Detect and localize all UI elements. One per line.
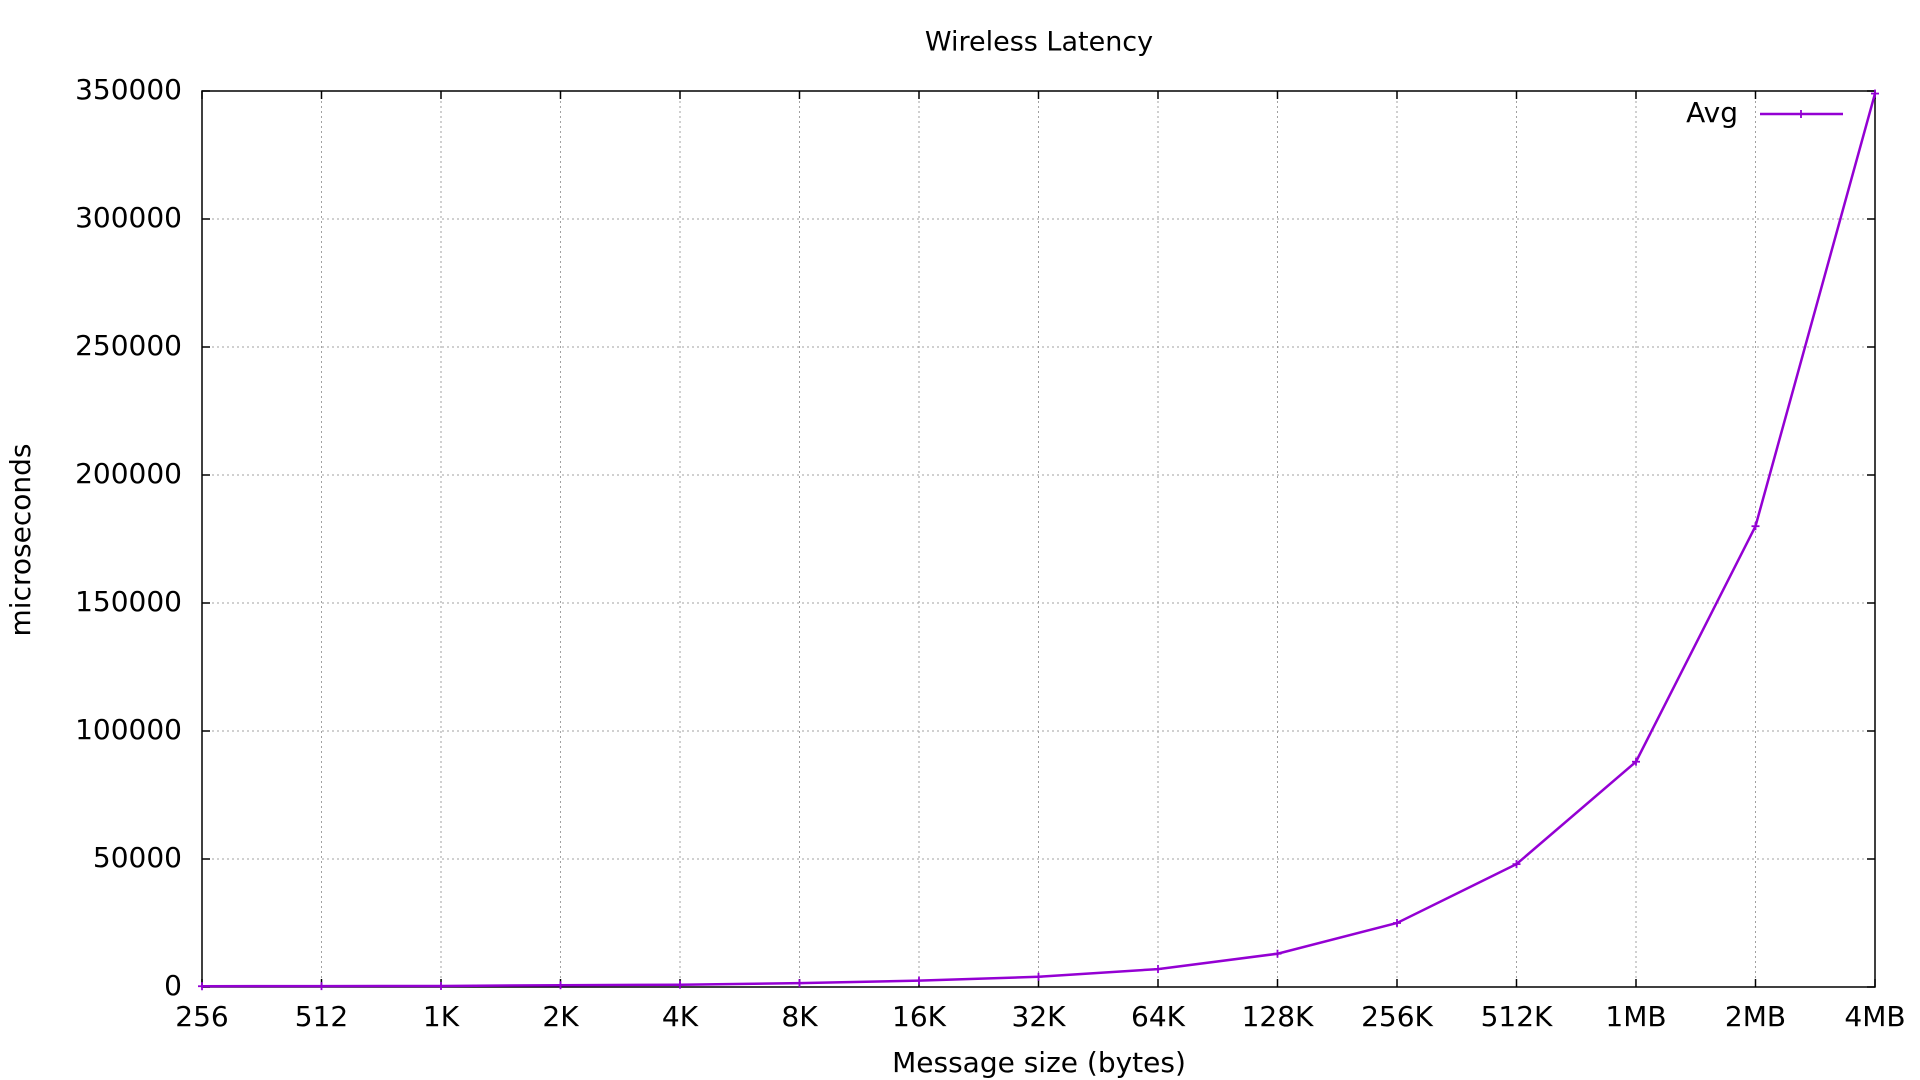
data-point [1273, 949, 1282, 958]
x-tick-label: 32K [1012, 1000, 1067, 1033]
y-tick-label: 250000 [75, 329, 182, 362]
y-tick-label: 350000 [75, 73, 182, 106]
data-point [1393, 919, 1401, 927]
data-point [795, 979, 804, 988]
data-point [437, 981, 445, 990]
data-point [676, 980, 684, 989]
x-tick-label: 64K [1131, 1000, 1186, 1033]
data-point [1034, 972, 1043, 981]
grid-lines [202, 91, 1875, 987]
data-point [1512, 860, 1521, 869]
x-tick-label: 2K [542, 1000, 579, 1033]
x-tick-label: 128K [1242, 1000, 1314, 1033]
x-tick-label: 4K [662, 1000, 699, 1033]
y-tick-label: 200000 [75, 457, 182, 490]
data-point [1751, 522, 1760, 531]
legend-point-avg [1797, 110, 1805, 118]
data-point [556, 981, 565, 990]
y-axis-label: microseconds [4, 444, 37, 637]
data-point [1871, 89, 1879, 98]
data-point [1632, 757, 1640, 766]
x-tick-label: 1K [423, 1000, 460, 1033]
series-group [198, 89, 1879, 991]
data-point [317, 982, 326, 991]
x-tick-label: 16K [892, 1000, 947, 1033]
x-tick-label: 8K [781, 1000, 818, 1033]
y-tick-label: 100000 [75, 713, 182, 746]
y-tick-label: 0 [164, 969, 182, 1002]
x-tick-label: 512K [1481, 1000, 1553, 1033]
x-tick-label: 512 [295, 1000, 348, 1033]
legend-label-avg: Avg [1686, 96, 1738, 129]
y-tick-label: 150000 [75, 585, 182, 618]
x-tick-label: 4MB [1844, 1000, 1905, 1033]
x-axis-label: Message size (bytes) [892, 1046, 1186, 1079]
x-tick-label: 2MB [1725, 1000, 1786, 1033]
legend: Avg [1686, 96, 1843, 129]
x-tick-label: 1MB [1605, 1000, 1666, 1033]
data-point [198, 982, 206, 991]
data-point [1154, 965, 1162, 974]
x-tick-label: 256K [1361, 1000, 1433, 1033]
x-tick-labels: 256 512 1K 2K 4K 8K 16K 32K 64K 128K 256K 512K 1MB 2M… [175, 1000, 1905, 1033]
y-tick-labels: 0 50000 100000 150000 200000 250000 300000 3500… [75, 73, 182, 1002]
chart-title: Wireless Latency [925, 27, 1153, 58]
data-point [915, 976, 923, 985]
y-tick-label: 300000 [75, 201, 182, 234]
x-tick-label: 256 [175, 1000, 228, 1033]
y-tick-label: 50000 [93, 841, 182, 874]
